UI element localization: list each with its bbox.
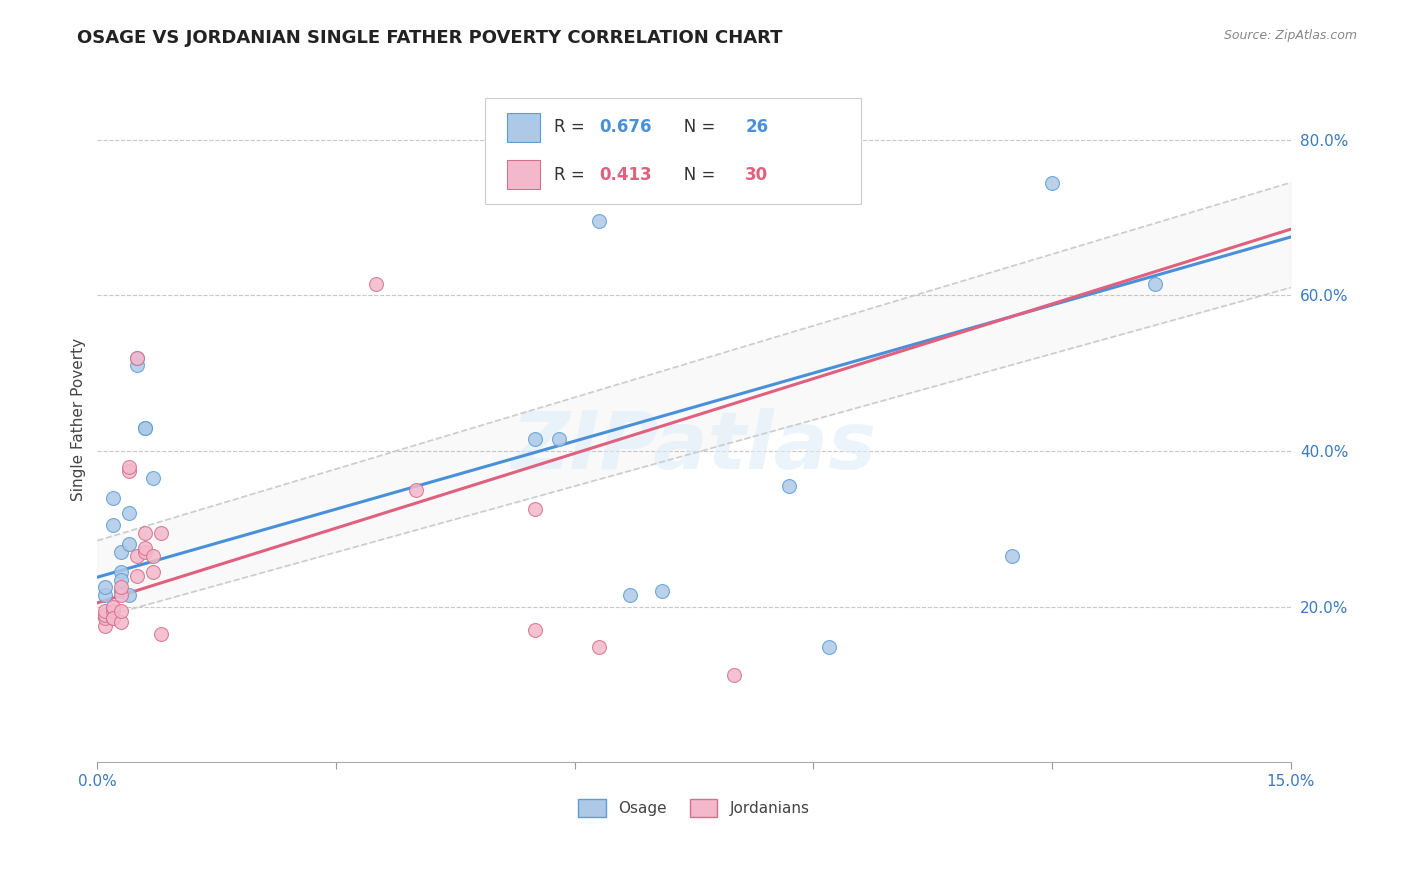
Point — [127, 359, 149, 373]
Point — [523, 502, 546, 516]
Point — [103, 604, 125, 618]
Point — [103, 611, 125, 625]
Point — [118, 537, 141, 551]
Point — [103, 611, 125, 625]
Point — [118, 459, 141, 474]
Point — [1001, 549, 1024, 563]
Point — [103, 599, 125, 614]
Point — [127, 549, 149, 563]
Text: R =: R = — [554, 166, 591, 184]
Text: 0.676: 0.676 — [600, 119, 652, 136]
Point — [118, 588, 141, 602]
Point — [142, 471, 165, 485]
Text: 0.413: 0.413 — [600, 166, 652, 184]
Point — [150, 627, 173, 641]
Point — [118, 464, 141, 478]
Point — [651, 584, 673, 599]
Point — [134, 525, 156, 540]
Text: N =: N = — [668, 166, 720, 184]
Point — [134, 541, 156, 556]
Point — [110, 584, 132, 599]
Point — [103, 491, 125, 505]
Point — [110, 565, 132, 579]
Point — [110, 545, 132, 559]
FancyBboxPatch shape — [506, 113, 540, 142]
Text: 26: 26 — [745, 119, 769, 136]
Point — [110, 580, 132, 594]
Point — [778, 479, 800, 493]
Point — [134, 421, 156, 435]
Point — [142, 549, 165, 563]
Point — [94, 588, 117, 602]
Point — [723, 668, 745, 682]
Point — [94, 619, 117, 633]
Point — [619, 588, 641, 602]
FancyBboxPatch shape — [485, 98, 860, 204]
Point — [818, 640, 841, 655]
Point — [523, 623, 546, 637]
Point — [110, 588, 132, 602]
Point — [405, 483, 427, 497]
Point — [523, 433, 546, 447]
Point — [1144, 277, 1167, 291]
Point — [94, 580, 117, 594]
Point — [118, 506, 141, 520]
Text: Source: ZipAtlas.com: Source: ZipAtlas.com — [1223, 29, 1357, 42]
Point — [134, 545, 156, 559]
Point — [127, 351, 149, 365]
Point — [1040, 176, 1063, 190]
FancyBboxPatch shape — [506, 161, 540, 189]
Text: 30: 30 — [745, 166, 769, 184]
Legend: Osage, Jordanians: Osage, Jordanians — [572, 792, 815, 823]
Point — [94, 607, 117, 622]
Point — [103, 518, 125, 533]
Point — [588, 640, 610, 655]
Point — [110, 573, 132, 587]
Point — [127, 351, 149, 365]
Text: N =: N = — [668, 119, 720, 136]
Point — [94, 604, 117, 618]
Point — [110, 604, 132, 618]
Point — [110, 615, 132, 630]
Text: OSAGE VS JORDANIAN SINGLE FATHER POVERTY CORRELATION CHART: OSAGE VS JORDANIAN SINGLE FATHER POVERTY… — [77, 29, 783, 46]
Point — [94, 611, 117, 625]
Point — [364, 277, 387, 291]
Point — [547, 433, 569, 447]
Text: R =: R = — [554, 119, 591, 136]
Point — [134, 421, 156, 435]
Point — [142, 565, 165, 579]
Point — [150, 525, 173, 540]
Point — [127, 568, 149, 582]
Point — [588, 214, 610, 228]
Y-axis label: Single Father Poverty: Single Father Poverty — [72, 338, 86, 501]
Text: ZIPatlas: ZIPatlas — [512, 409, 876, 486]
